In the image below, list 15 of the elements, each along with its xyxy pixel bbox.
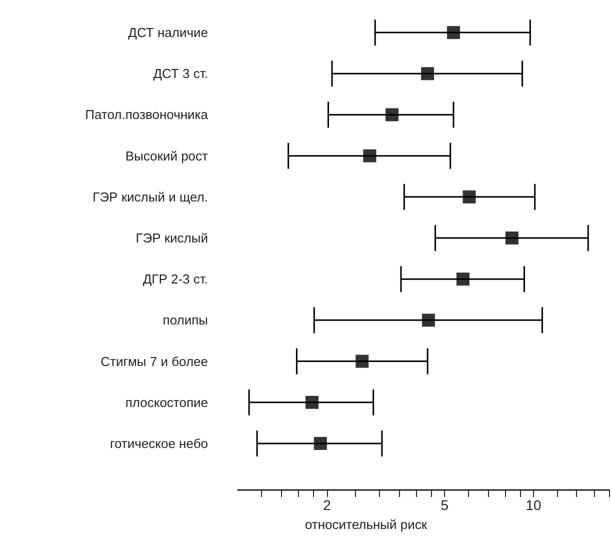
y-tick-label: плоскостопие	[125, 394, 208, 410]
y-tick-label: Стигмы 7 и более	[100, 354, 208, 369]
y-tick-label: Патол.позвоночника	[85, 107, 209, 122]
y-tick-label: ДСТ 3 ст.	[153, 66, 208, 82]
x-tick-label: 2	[323, 497, 332, 513]
y-tick-label: полипы	[162, 312, 208, 328]
x-tick-label: 10	[526, 497, 542, 513]
y-tick-label: ГЭР кислый	[136, 230, 208, 246]
y-tick-label: готическое небо	[110, 436, 208, 451]
y-tick-label: ДСТ наличие	[128, 25, 208, 40]
y-tick-label: Высокий рост	[125, 148, 208, 164]
y-tick-label: ДГР 2-3 ст.	[142, 272, 208, 287]
x-axis-title: относительный риск	[304, 517, 428, 532]
x-tick-label: 5	[440, 497, 449, 513]
y-tick-label: ГЭР кислый и щел.	[92, 189, 208, 204]
